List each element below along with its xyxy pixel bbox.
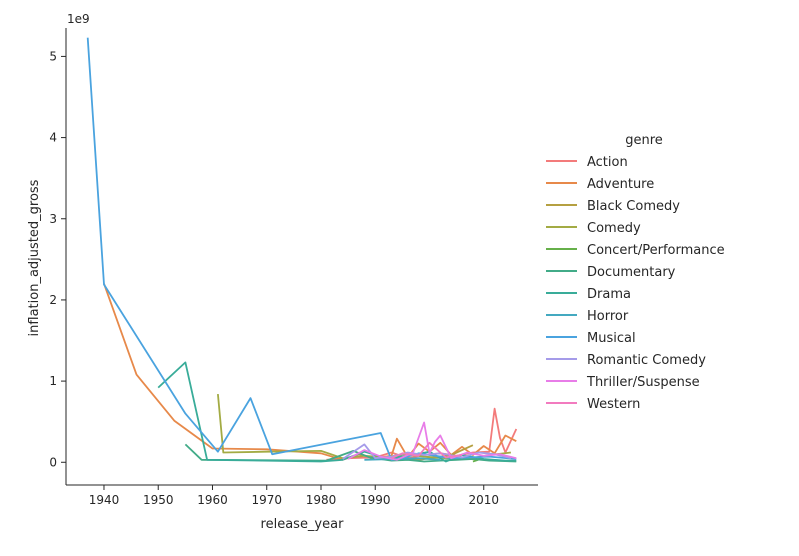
legend-item: Romantic Comedy — [546, 353, 706, 368]
legend-label: Comedy — [587, 221, 641, 236]
legend-item: Western — [546, 397, 640, 412]
legend-item: Action — [546, 155, 628, 170]
legend-item: Black Comedy — [546, 199, 680, 214]
legend-item: Musical — [546, 331, 636, 346]
y-tick-label: 5 — [49, 49, 57, 63]
legend-label: Adventure — [587, 177, 654, 192]
legend-item: Concert/Performance — [546, 243, 725, 258]
legend-label: Romantic Comedy — [587, 353, 706, 368]
series-line — [86, 37, 517, 461]
legend-label: Black Comedy — [587, 199, 680, 214]
axes: 1940 1950 1960 1970 1980 1990 2000 2010 0 1 2 3 4 5 — [49, 28, 538, 507]
series-line — [391, 441, 463, 460]
legend-label: Drama — [587, 287, 631, 302]
y-scale-label: 1e9 — [67, 12, 90, 26]
series-line — [157, 361, 517, 463]
legend-item: Comedy — [546, 221, 641, 236]
y-tick-label: 3 — [49, 212, 57, 226]
x-tick-label: 1940 — [89, 493, 120, 507]
x-tick-label: 2010 — [468, 493, 499, 507]
x-tick-label: 1980 — [306, 493, 337, 507]
legend-title: genre — [625, 133, 663, 148]
legend-item: Horror — [546, 309, 629, 324]
x-tick-label: 1960 — [197, 493, 228, 507]
legend-item: Thriller/Suspense — [546, 375, 700, 390]
x-tick-label: 1990 — [360, 493, 391, 507]
y-tick-label: 1 — [49, 374, 57, 388]
legend-item: Adventure — [546, 177, 654, 192]
x-axis-label: release_year — [261, 517, 345, 532]
legend-label: Concert/Performance — [587, 243, 725, 258]
legend-item: Documentary — [546, 265, 676, 280]
legend: Action Adventure Black Comedy Comedy Concert… — [546, 155, 725, 412]
legend-label: Action — [587, 155, 628, 170]
x-tick-label: 1970 — [251, 493, 282, 507]
y-tick-label: 4 — [49, 131, 57, 145]
series-lines — [86, 37, 518, 463]
legend-label: Horror — [587, 309, 629, 324]
y-tick-label: 2 — [49, 293, 57, 307]
legend-label: Musical — [587, 331, 636, 346]
y-axis-label: inflation_adjusted_gross — [27, 179, 42, 336]
legend-item: Drama — [546, 287, 631, 302]
x-tick-label: 2000 — [414, 493, 445, 507]
legend-label: Documentary — [587, 265, 676, 280]
y-tick-label: 0 — [49, 455, 57, 469]
series-line — [347, 421, 517, 461]
x-tick-label: 1950 — [143, 493, 174, 507]
legend-label: Western — [587, 397, 640, 412]
legend-label: Thriller/Suspense — [586, 375, 700, 390]
series-line — [103, 283, 517, 461]
series-line — [364, 457, 441, 461]
